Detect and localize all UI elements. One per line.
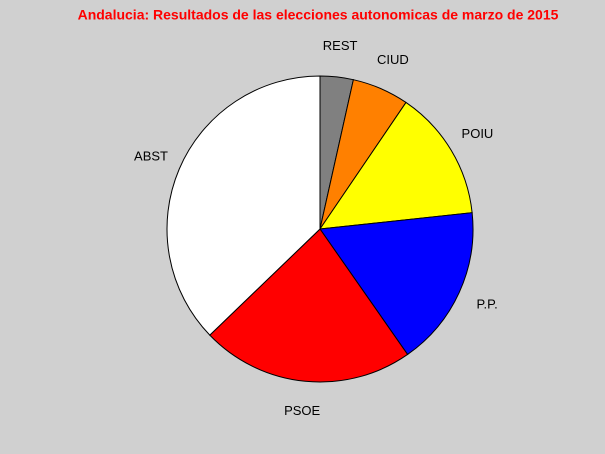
slice-label: ABST bbox=[134, 149, 168, 164]
slice-label: POIU bbox=[462, 126, 494, 141]
pie-slice bbox=[318, 101, 473, 230]
slice-label: REST bbox=[323, 38, 358, 53]
chart-title: Andalucia: Resultados de las elecciones … bbox=[78, 7, 559, 23]
slice-label: CIUD bbox=[377, 52, 409, 67]
slice-label: P.P. bbox=[476, 297, 497, 312]
pie-slice bbox=[319, 212, 474, 356]
pie-slice bbox=[209, 228, 409, 383]
pie-slice bbox=[166, 75, 321, 336]
slice-label: PSOE bbox=[284, 403, 320, 418]
